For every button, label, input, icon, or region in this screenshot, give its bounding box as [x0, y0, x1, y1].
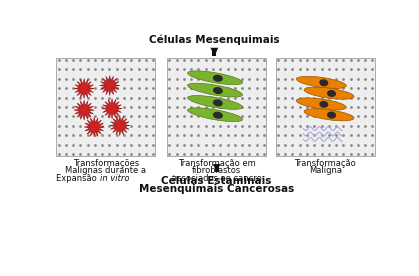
Ellipse shape: [188, 108, 243, 122]
Text: Expansão: Expansão: [56, 174, 100, 183]
Text: Mesenquimais Cancerosas: Mesenquimais Cancerosas: [139, 184, 294, 194]
Text: Células Estaminais: Células Estaminais: [161, 176, 272, 185]
Polygon shape: [84, 117, 104, 137]
Polygon shape: [74, 79, 94, 99]
Ellipse shape: [319, 79, 328, 86]
Text: fibroblastos: fibroblastos: [192, 166, 241, 175]
Bar: [212, 48, 216, 56]
Polygon shape: [74, 100, 94, 120]
Ellipse shape: [304, 87, 354, 99]
Ellipse shape: [213, 75, 223, 82]
Ellipse shape: [213, 112, 223, 119]
Text: Células Mesenquimais: Células Mesenquimais: [149, 35, 279, 45]
Ellipse shape: [296, 76, 346, 88]
Text: Transformações: Transformações: [73, 159, 139, 168]
Bar: [276, 58, 375, 156]
Ellipse shape: [188, 95, 243, 109]
Text: Maligna: Maligna: [309, 166, 341, 175]
Polygon shape: [213, 164, 220, 172]
Text: associados ao cancro: associados ao cancro: [172, 174, 261, 183]
Bar: [56, 58, 155, 156]
Bar: [167, 58, 266, 156]
Bar: [215, 164, 219, 172]
Ellipse shape: [327, 112, 336, 119]
Polygon shape: [102, 99, 122, 119]
Polygon shape: [110, 116, 130, 136]
Ellipse shape: [319, 101, 328, 108]
Ellipse shape: [213, 99, 223, 107]
Ellipse shape: [213, 87, 223, 94]
Polygon shape: [100, 75, 120, 95]
Text: Transformação em: Transformação em: [178, 159, 256, 168]
Polygon shape: [210, 48, 218, 56]
Ellipse shape: [188, 71, 243, 85]
Ellipse shape: [304, 109, 354, 121]
Ellipse shape: [327, 90, 336, 97]
Text: in vitro: in vitro: [100, 174, 129, 183]
Ellipse shape: [296, 98, 346, 110]
Text: Malignas durante a: Malignas durante a: [65, 166, 146, 175]
Text: Transformação: Transformação: [294, 159, 356, 168]
Ellipse shape: [188, 83, 243, 97]
